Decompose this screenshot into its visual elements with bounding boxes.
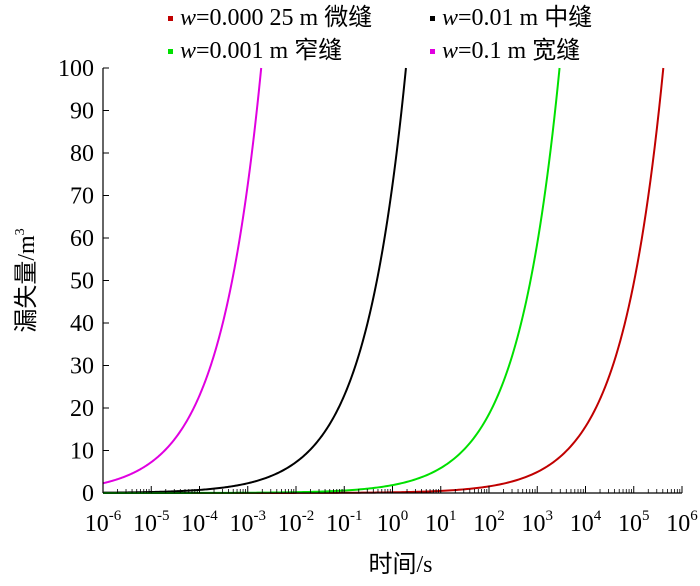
legend-label-variable: w xyxy=(180,38,196,64)
x-tick-label-base: 10 xyxy=(666,511,690,537)
x-tick-label-exponent: -1 xyxy=(350,508,363,524)
x-tick-label: 103 xyxy=(522,508,554,537)
y-tick-label: 70 xyxy=(70,184,94,210)
x-tick-label-exponent: 4 xyxy=(594,508,602,524)
legend-label: w=0.001 m 窄缝 xyxy=(180,37,342,64)
series-line-1 xyxy=(102,67,407,494)
x-tick-label: 106 xyxy=(666,508,698,537)
x-tick-label-base: 10 xyxy=(570,511,594,537)
x-tick-label-exponent: -2 xyxy=(302,508,315,524)
x-tick-label-exponent: -3 xyxy=(254,508,267,524)
x-axis-label: 时间/s xyxy=(368,551,432,578)
x-tick-label: 10-3 xyxy=(230,508,267,537)
y-tick-label: 80 xyxy=(70,141,94,167)
x-tick-label: 102 xyxy=(473,508,505,537)
legend-marker xyxy=(430,16,435,21)
x-tick-label-exponent: 2 xyxy=(497,508,505,524)
y-tick-label: 10 xyxy=(70,439,94,465)
x-tick-label-exponent: -5 xyxy=(157,508,170,524)
legend-marker xyxy=(168,16,173,21)
y-tick-label: 40 xyxy=(70,311,94,337)
series-line-2 xyxy=(103,67,561,494)
x-tick-label-exponent: 6 xyxy=(690,508,698,524)
legend-label-variable: w xyxy=(442,38,458,64)
legend-label: w=0.01 m 中缝 xyxy=(442,4,592,31)
legend: w=0.000 25 m 微缝 w=0.01 m 中缝w=0.001 m 窄缝 w=… xyxy=(168,4,592,64)
x-tick-label: 104 xyxy=(570,508,602,537)
x-tick-label: 10-5 xyxy=(133,508,170,537)
series-line-3 xyxy=(102,67,263,485)
legend-label-text: =0.001 m 窄缝 xyxy=(196,37,342,64)
x-tick-label-base: 10 xyxy=(326,511,350,537)
x-tick-label-exponent: 1 xyxy=(449,508,457,524)
legend-label: w=0.000 25 m 微缝 xyxy=(180,4,372,31)
x-tick-label: 100 xyxy=(377,508,409,537)
x-tick-label: 105 xyxy=(618,508,650,537)
x-tick-label-base: 10 xyxy=(278,511,302,537)
y-axis-label-superscript: 3 xyxy=(13,228,28,235)
y-tick-label: 30 xyxy=(70,354,94,380)
legend-marker xyxy=(168,49,173,54)
x-tick-label-exponent: -4 xyxy=(205,508,218,524)
y-tick-label: 20 xyxy=(70,396,94,422)
y-tick-label: 0 xyxy=(82,481,94,507)
legend-label-text: =0.000 25 m 微缝 xyxy=(196,4,372,31)
legend-marker xyxy=(430,49,435,54)
x-tick-label: 10-1 xyxy=(326,508,363,537)
x-tick-label-exponent: -6 xyxy=(109,508,122,524)
y-axis-label: 漏失量/m3 xyxy=(13,228,40,332)
x-tick-label-base: 10 xyxy=(377,511,401,537)
x-tick-label-base: 10 xyxy=(473,511,497,537)
x-tick-label-base: 10 xyxy=(181,511,205,537)
legend-label-text: =0.01 m 中缝 xyxy=(458,4,592,31)
x-tick-label-base: 10 xyxy=(230,511,254,537)
x-tick-label-exponent: 0 xyxy=(401,508,409,524)
y-tick-label: 100 xyxy=(58,56,94,82)
x-tick-label-base: 10 xyxy=(618,511,642,537)
x-tick-label-base: 10 xyxy=(133,511,157,537)
y-axis-label-text: 漏失量/m xyxy=(13,235,40,333)
x-tick-label: 10-4 xyxy=(181,508,218,537)
x-tick-label-exponent: 3 xyxy=(546,508,554,524)
x-tick-label: 101 xyxy=(425,508,457,537)
x-tick-label-base: 10 xyxy=(85,511,109,537)
x-tick-label: 10-2 xyxy=(278,508,315,537)
axes xyxy=(102,68,682,494)
x-tick-label-base: 10 xyxy=(425,511,449,537)
legend-label-variable: w xyxy=(442,5,458,31)
x-axis-ticks: 10-6 10-5 10-4 10-3 10-2 10-1 100 101 102 103 104 1… xyxy=(85,486,698,537)
legend-label: w=0.1 m 宽缝 xyxy=(442,37,580,64)
y-axis-ticks: 0 10 20 30 40 50 60 70 80 90 100 xyxy=(58,56,109,507)
series-line-0 xyxy=(103,67,665,494)
x-tick-label-base: 10 xyxy=(522,511,546,537)
legend-label-text: =0.1 m 宽缝 xyxy=(458,37,580,64)
x-tick-label: 10-6 xyxy=(85,508,122,537)
legend-label-variable: w xyxy=(180,5,196,31)
y-tick-label: 90 xyxy=(70,99,94,125)
y-tick-label: 50 xyxy=(70,269,94,295)
y-tick-label: 60 xyxy=(70,226,94,252)
x-tick-label-exponent: 5 xyxy=(642,508,650,524)
plot-curves xyxy=(102,67,665,494)
